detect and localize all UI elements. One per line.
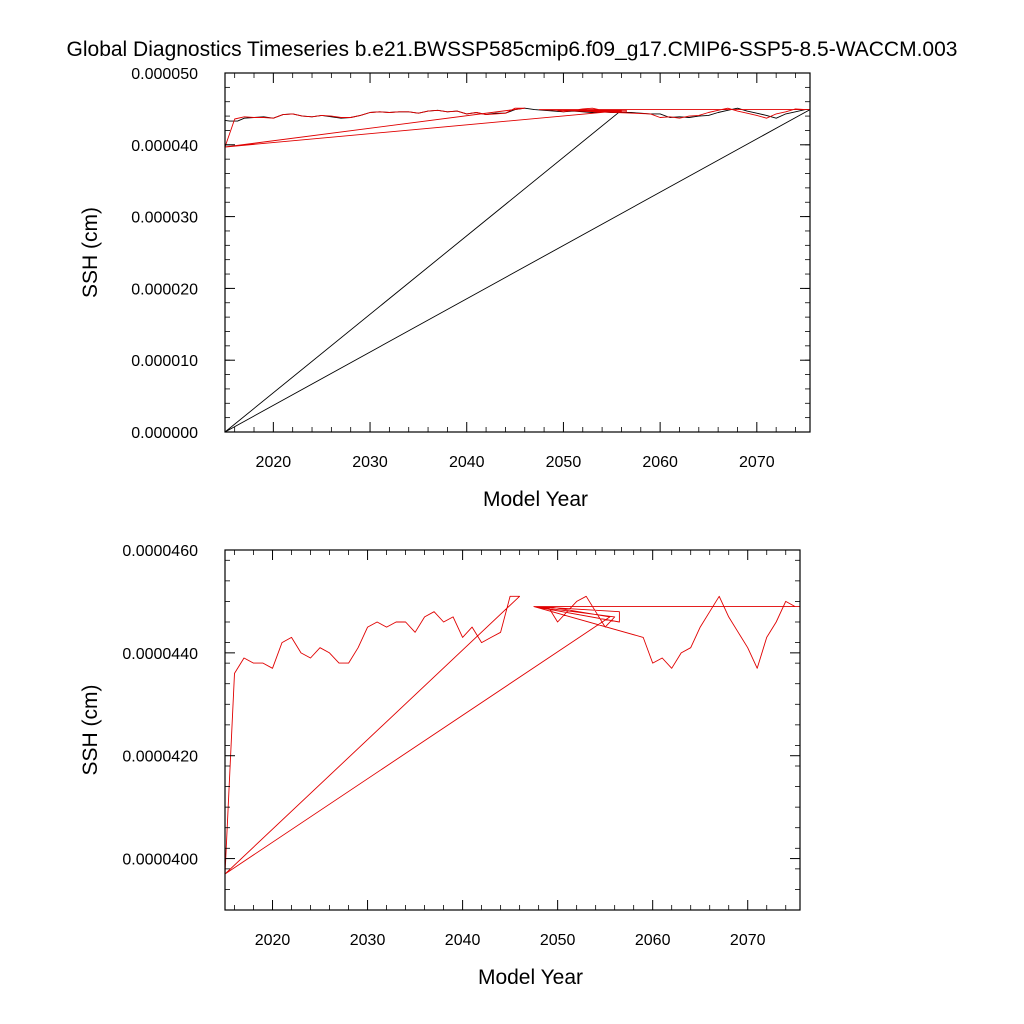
y-tick-label: 0.0000460: [122, 543, 198, 560]
plot-frame: [224, 549, 801, 911]
y-tick-label: 0.0000440: [122, 646, 198, 663]
x-axis-label: Model Year: [478, 966, 583, 989]
y-axis-label: SSH (cm): [79, 685, 102, 776]
y-tick-label: 0.000030: [131, 210, 198, 227]
x-tick-label: 2050: [546, 454, 582, 471]
plot-frame: [224, 72, 811, 433]
y-tick-label: 0.000040: [131, 138, 198, 155]
y-tick-label: 0.000020: [131, 281, 198, 298]
y-tick-label: 0.000000: [131, 425, 198, 442]
y-tick-label: 0.000050: [131, 66, 198, 83]
x-tick-label: 2040: [449, 454, 485, 471]
y-tick-label: 0.0000400: [122, 852, 198, 869]
y-tick-label: 0.000010: [131, 353, 198, 370]
x-tick-label: 2060: [635, 932, 671, 949]
chart-panel-1: 2020 2030 2040 2050 2060 2070 0.000000 0.000010…: [79, 66, 811, 511]
x-tick-label: 2020: [255, 932, 291, 949]
series-line-red: [225, 107, 810, 148]
series-line-red: [225, 595, 800, 875]
x-tick-label: 2020: [256, 454, 292, 471]
x-axis-label: Model Year: [483, 488, 588, 511]
x-tick-label: 2060: [642, 454, 678, 471]
y-tick-label: 0.0000420: [122, 749, 198, 766]
chart-title: Global Diagnostics Timeseries b.e21.BWSS…: [66, 38, 958, 61]
chart-panel-2: 2020 2030 2040 2050 2060 2070 0.0000400 0.00004…: [79, 543, 801, 989]
y-axis-label: SSH (cm): [79, 207, 102, 298]
x-tick-label: 2050: [540, 932, 576, 949]
x-tick-label: 2070: [730, 932, 766, 949]
x-tick-label: 2040: [445, 932, 481, 949]
series-line-black: [225, 107, 810, 432]
x-tick-label: 2030: [350, 932, 386, 949]
x-tick-label: 2030: [352, 454, 388, 471]
x-tick-label: 2070: [739, 454, 775, 471]
